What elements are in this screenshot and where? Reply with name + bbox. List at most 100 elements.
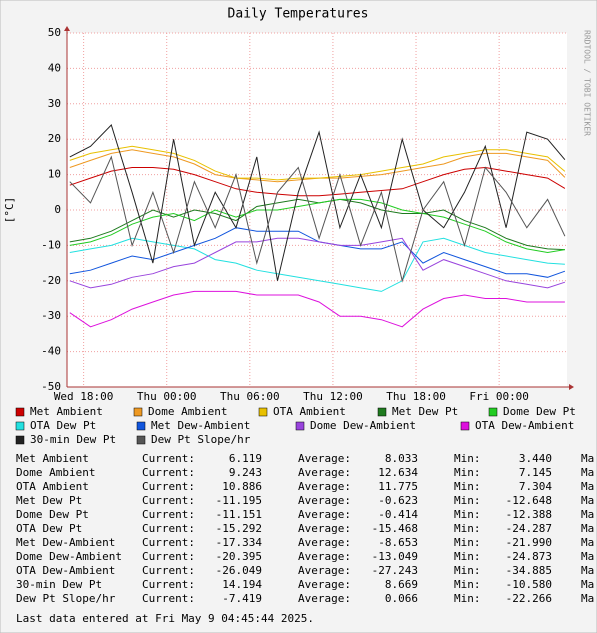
stat-name: OTA Dew Pt: [16, 522, 82, 535]
stat-label: Average:: [298, 536, 351, 549]
axis-arrow: [569, 384, 574, 390]
stat-name: 30-min Dew Pt: [16, 578, 102, 591]
series-line: [69, 290, 565, 328]
stat-value: -0.623: [378, 494, 418, 507]
stat-value: 10.886: [222, 480, 262, 493]
series-line: [69, 198, 565, 254]
legend-label: Dome Ambient: [148, 405, 227, 418]
stat-value: -26.049: [216, 564, 262, 577]
y-axis-label: [°C]: [3, 197, 16, 224]
stat-label: Current:: [142, 494, 195, 507]
stat-name: OTA Dew-Ambient: [16, 564, 115, 577]
stat-label: Ma: [581, 578, 594, 591]
stat-value: -11.151: [216, 508, 262, 521]
stat-value: 8.669: [385, 578, 418, 591]
legend-label: 30-min Dew Pt: [30, 433, 116, 446]
legend-swatch: [15, 407, 25, 417]
stat-value: -13.049: [372, 550, 418, 563]
x-tick-label: Thu 00:00: [137, 390, 197, 403]
legend-label: OTA Ambient: [273, 405, 346, 418]
legend-swatch: [136, 421, 146, 431]
stat-name: OTA Ambient: [16, 480, 89, 493]
series-line: [69, 155, 566, 283]
stat-label: Current:: [142, 522, 195, 535]
y-tick-label: -10: [41, 238, 61, 251]
y-tick-label: 20: [48, 132, 61, 145]
y-tick-label: -20: [41, 274, 61, 287]
stat-label: Min:: [454, 536, 481, 549]
stat-label: Min:: [454, 480, 481, 493]
stat-value: 8.033: [385, 452, 418, 465]
stat-value: -15.468: [372, 522, 418, 535]
stat-value: -17.334: [216, 536, 263, 549]
stat-label: Min:: [454, 522, 481, 535]
stat-value: -15.292: [216, 522, 262, 535]
chart-title: Daily Temperatures: [228, 7, 369, 22]
legend-swatch: [295, 421, 305, 431]
x-tick-label: Fri 00:00: [469, 390, 529, 403]
stat-label: Ma: [581, 508, 594, 521]
x-tick-label: Wed 18:00: [54, 390, 114, 403]
stat-label: Ma: [581, 550, 594, 563]
legend-label: Met Ambient: [30, 405, 103, 418]
stat-label: Ma: [581, 592, 594, 605]
stat-value: -12.388: [506, 508, 552, 521]
stat-value: 0.066: [385, 592, 418, 605]
stat-label: Ma: [581, 494, 594, 507]
stat-label: Average:: [298, 452, 351, 465]
stat-value: 3.440: [519, 452, 552, 465]
stat-value: 12.634: [378, 466, 418, 479]
y-tick-label: -40: [41, 345, 61, 358]
series-line: [69, 145, 566, 181]
stat-value: 14.194: [222, 578, 262, 591]
y-tick-label: 50: [48, 26, 61, 39]
axis-arrow: [64, 26, 70, 31]
legend-swatch: [460, 421, 470, 431]
y-tick-label: -50: [41, 380, 61, 393]
stat-name: Met Dew-Ambient: [16, 536, 115, 549]
legend-swatch: [133, 407, 143, 417]
legend-swatch: [377, 407, 387, 417]
stat-value: 11.775: [378, 480, 418, 493]
stat-label: Ma: [581, 452, 594, 465]
stat-value: -24.873: [506, 550, 552, 563]
legend-label: Met Dew-Ambient: [151, 419, 250, 432]
stat-label: Current:: [142, 452, 195, 465]
stat-label: Min:: [454, 592, 481, 605]
stat-value: -8.653: [378, 536, 418, 549]
stat-label: Ma: [581, 466, 594, 479]
stat-label: Current:: [142, 550, 195, 563]
stat-label: Current:: [142, 578, 195, 591]
legend-label: Met Dew Pt: [392, 405, 458, 418]
stat-label: Ma: [581, 564, 594, 577]
stat-name: Dome Dew Pt: [16, 508, 89, 521]
stat-label: Average:: [298, 480, 351, 493]
legend-swatch: [488, 407, 498, 417]
stat-label: Min:: [454, 564, 481, 577]
legend-swatch: [15, 435, 25, 445]
legend-label: Dome Dew-Ambient: [310, 419, 416, 432]
stat-value: -24.287: [506, 522, 552, 535]
stat-label: Min:: [454, 550, 481, 563]
legend-label: OTA Dew-Ambient: [475, 419, 574, 432]
y-tick-label: -30: [41, 309, 61, 322]
legend-label: Dew Pt Slope/hr: [151, 433, 251, 446]
stat-label: Current:: [142, 592, 195, 605]
stat-label: Current:: [142, 536, 195, 549]
stat-label: Average:: [298, 592, 351, 605]
stat-value: -11.195: [216, 494, 262, 507]
stat-value: -22.266: [506, 592, 552, 605]
stat-name: Dome Dew-Ambient: [16, 550, 122, 563]
y-tick-label: 30: [48, 97, 61, 110]
legend-label: OTA Dew Pt: [30, 419, 96, 432]
stat-value: 7.145: [519, 466, 552, 479]
stat-label: Current:: [142, 564, 195, 577]
side-text: RRDTOOL / TOBI OETIKER: [583, 30, 592, 136]
footer: Last data entered at Fri May 9 04:45:44 …: [16, 612, 314, 625]
stat-label: Ma: [581, 522, 594, 535]
legend-swatch: [15, 421, 25, 431]
stat-value: -7.419: [222, 592, 262, 605]
stat-value: 6.119: [229, 452, 262, 465]
stat-label: Current:: [142, 480, 195, 493]
